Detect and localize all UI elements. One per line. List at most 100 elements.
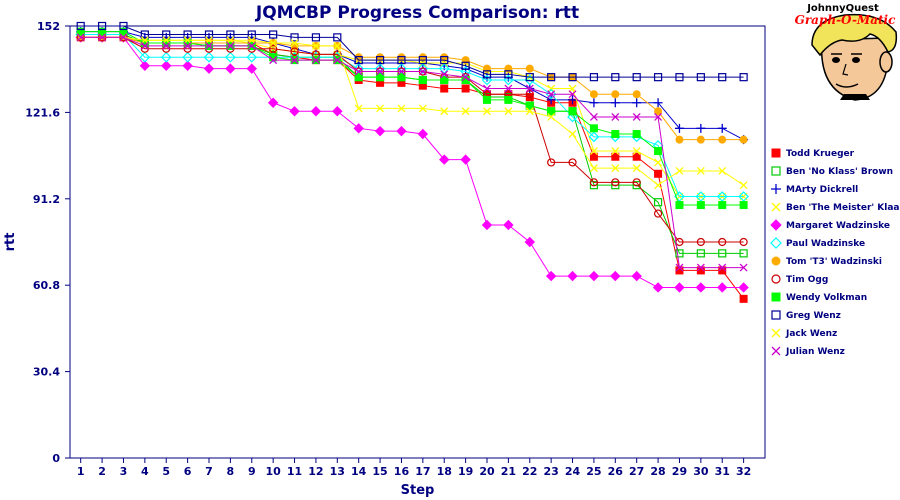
data-point bbox=[589, 164, 598, 173]
data-point bbox=[417, 63, 429, 74]
x-tick-label: 21 bbox=[501, 465, 516, 478]
data-point bbox=[739, 237, 748, 247]
data-point bbox=[525, 73, 534, 82]
data-point bbox=[717, 123, 727, 133]
data-point bbox=[353, 123, 364, 134]
data-point bbox=[311, 41, 320, 50]
data-point bbox=[333, 56, 342, 65]
data-point bbox=[525, 84, 534, 93]
data-point bbox=[98, 27, 107, 36]
data-point bbox=[269, 30, 278, 39]
logo-eye-left bbox=[832, 57, 840, 63]
data-point bbox=[631, 270, 642, 282]
legend-entry: Paul Wadzinske bbox=[786, 239, 865, 249]
data-point bbox=[461, 107, 470, 116]
x-tick-label: 17 bbox=[415, 465, 430, 478]
data-point bbox=[269, 39, 278, 48]
data-point bbox=[332, 106, 343, 117]
data-point bbox=[525, 90, 534, 99]
x-tick-label: 31 bbox=[715, 465, 730, 478]
data-point bbox=[440, 70, 449, 79]
data-point bbox=[162, 36, 171, 45]
logo-shirt bbox=[840, 94, 870, 100]
data-point bbox=[632, 130, 641, 138]
data-point bbox=[246, 51, 258, 63]
data-point bbox=[611, 112, 620, 121]
data-point bbox=[674, 282, 685, 293]
data-point bbox=[119, 33, 128, 42]
data-point bbox=[97, 21, 107, 31]
data-point bbox=[525, 93, 534, 102]
data-point bbox=[397, 73, 406, 82]
data-point bbox=[675, 166, 684, 175]
data-point bbox=[525, 101, 534, 110]
data-point bbox=[183, 36, 192, 45]
data-point bbox=[354, 56, 363, 65]
data-point bbox=[504, 70, 513, 79]
x-tick-label: 4 bbox=[141, 465, 149, 478]
data-point bbox=[289, 106, 300, 117]
data-point bbox=[589, 112, 598, 121]
data-point bbox=[182, 51, 193, 63]
legend-marker bbox=[771, 184, 781, 194]
data-point bbox=[654, 181, 663, 190]
data-point bbox=[376, 73, 385, 82]
data-point bbox=[739, 294, 748, 303]
data-point bbox=[182, 60, 193, 71]
data-point bbox=[417, 128, 429, 140]
data-point bbox=[589, 98, 599, 108]
data-point bbox=[610, 270, 621, 282]
data-point bbox=[568, 73, 577, 82]
data-point bbox=[525, 64, 534, 73]
data-point bbox=[482, 70, 492, 79]
data-point bbox=[545, 270, 557, 282]
data-point bbox=[310, 106, 322, 117]
legend-marker bbox=[771, 292, 781, 302]
data-point bbox=[461, 61, 470, 70]
data-point bbox=[483, 95, 491, 104]
series-line bbox=[80, 36, 744, 186]
data-point bbox=[354, 73, 363, 82]
data-point bbox=[140, 30, 149, 39]
data-point bbox=[610, 98, 620, 108]
data-point bbox=[418, 56, 427, 65]
data-point bbox=[696, 123, 706, 133]
series-layer bbox=[75, 21, 749, 303]
data-point bbox=[504, 95, 513, 104]
logo-ear-shape bbox=[879, 51, 893, 73]
y-tick-label: 121.6 bbox=[25, 106, 60, 119]
data-point bbox=[589, 178, 599, 187]
data-point bbox=[653, 198, 663, 207]
data-point bbox=[290, 39, 299, 48]
x-tick-label: 8 bbox=[227, 465, 235, 478]
x-tick-label: 13 bbox=[330, 465, 345, 478]
data-point bbox=[183, 30, 192, 39]
data-point bbox=[204, 30, 214, 39]
data-point bbox=[739, 263, 748, 272]
data-point bbox=[525, 107, 534, 116]
legend-entry: MArty Dickrell bbox=[786, 185, 858, 195]
data-point bbox=[524, 236, 535, 248]
y-tick-label: 152 bbox=[37, 20, 60, 33]
data-point bbox=[588, 131, 600, 143]
data-point bbox=[546, 95, 556, 105]
legend-marker bbox=[771, 202, 781, 212]
data-point bbox=[696, 135, 705, 144]
series-10 bbox=[76, 21, 748, 82]
data-point bbox=[225, 51, 236, 63]
data-point bbox=[654, 107, 663, 116]
x-tick-label: 12 bbox=[308, 465, 323, 478]
data-point bbox=[653, 98, 663, 108]
data-point bbox=[418, 58, 427, 67]
data-point bbox=[652, 282, 664, 293]
data-point bbox=[225, 63, 236, 74]
data-point bbox=[354, 67, 363, 76]
legend-marker bbox=[771, 166, 781, 176]
data-point bbox=[738, 191, 749, 202]
x-tick-label: 24 bbox=[565, 465, 581, 478]
data-point bbox=[440, 107, 449, 116]
x-tick-label: 19 bbox=[458, 465, 473, 478]
data-point bbox=[632, 178, 641, 187]
data-point bbox=[376, 104, 385, 113]
